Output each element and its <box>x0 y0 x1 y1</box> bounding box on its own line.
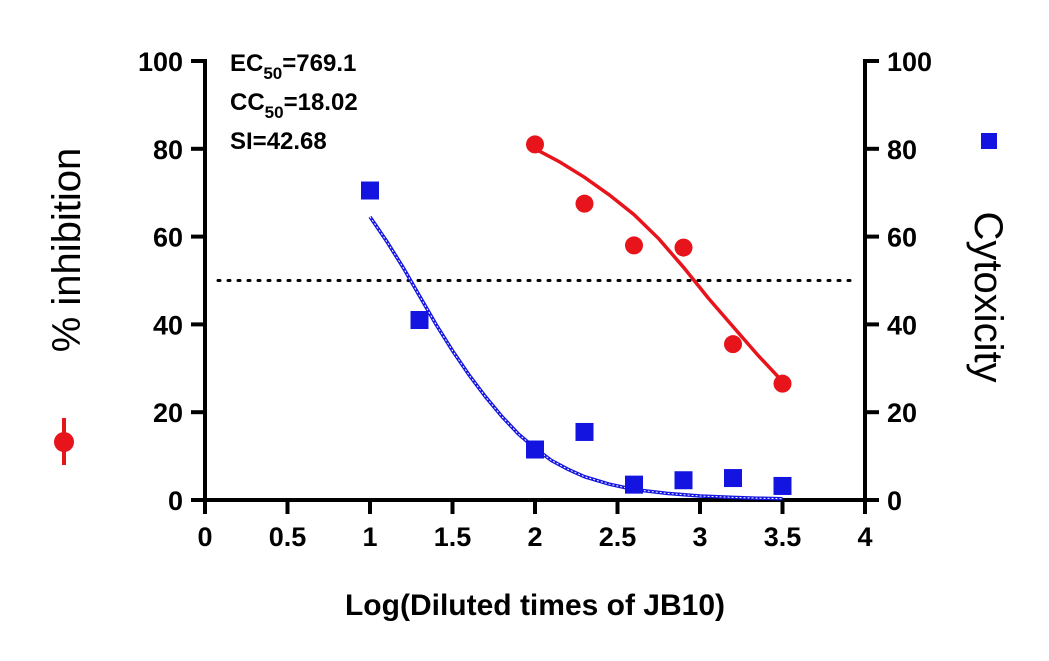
cc50-annotation: CC50=18.02 <box>230 89 358 122</box>
data-point-circle <box>625 236 643 255</box>
right-legend-square <box>981 133 997 149</box>
left-legend-circle <box>54 432 74 452</box>
left-y-tick-label: 20 <box>153 398 183 428</box>
right-y-tick-label: 40 <box>887 310 917 340</box>
si-annotation: SI=42.68 <box>230 128 327 155</box>
x-tick-label: 0.5 <box>269 522 307 552</box>
x-tick-label: 2.5 <box>599 522 637 552</box>
left-y-tick-label: 0 <box>168 486 183 516</box>
ec50-annotation: EC50=769.1 <box>230 50 356 83</box>
fit-curve <box>534 147 784 383</box>
data-point-square <box>361 181 379 200</box>
axes: 0 0.5 1 1.5 2 2.5 3 3.5 402040608010002040608010… <box>138 47 932 552</box>
data-point-circle <box>724 335 742 354</box>
left-axis-title: % inhibition <box>45 148 89 353</box>
right-axis-title-group: Cytoxicity <box>966 133 1010 383</box>
x-tick-label: 3.5 <box>764 522 802 552</box>
right-y-tick-label: 0 <box>887 486 902 516</box>
left-y-tick-label: 80 <box>153 135 183 165</box>
data-point-square <box>526 440 544 459</box>
x-tick-label: 2 <box>527 522 542 552</box>
x-tick-label: 1.5 <box>434 522 472 552</box>
data-point-square <box>724 469 742 488</box>
fit-curve <box>368 215 783 501</box>
data-point-square <box>773 476 792 495</box>
data-point-circle <box>674 238 693 257</box>
right-y-tick-label: 60 <box>887 223 917 253</box>
series-cytotoxicity <box>361 181 792 501</box>
left-legend-marker <box>54 418 74 465</box>
data-point-square <box>625 475 643 494</box>
annotation-block: EC50=769.1 CC50=18.02 SI=42.68 <box>230 50 358 155</box>
right-y-tick-label: 20 <box>887 398 917 428</box>
x-tick-label: 3 <box>692 522 707 552</box>
data-point-square <box>575 422 594 441</box>
data-point-circle <box>575 194 594 213</box>
right-y-tick-label: 80 <box>887 135 917 165</box>
data-point-circle <box>773 374 792 393</box>
x-tick-label: 1 <box>362 522 377 552</box>
right-y-tick-label: 100 <box>887 47 932 77</box>
right-axis-title: Cytoxicity <box>966 211 1010 382</box>
left-y-tick-label: 100 <box>138 47 183 77</box>
left-y-tick-label: 60 <box>153 223 183 253</box>
fit-curve-highlight <box>369 216 783 500</box>
left-y-tick-label: 40 <box>153 310 183 340</box>
series-layer <box>361 135 792 501</box>
x-tick-label: 0 <box>197 522 212 552</box>
series-inhibition <box>526 135 792 393</box>
x-axis-title: Log(Diluted times of JB10) <box>345 589 725 622</box>
data-point-circle <box>526 135 544 154</box>
left-axis-title-group: % inhibition <box>45 148 89 465</box>
data-point-square <box>674 471 693 490</box>
data-point-square <box>410 311 429 330</box>
x-tick-label: 4 <box>857 522 872 552</box>
